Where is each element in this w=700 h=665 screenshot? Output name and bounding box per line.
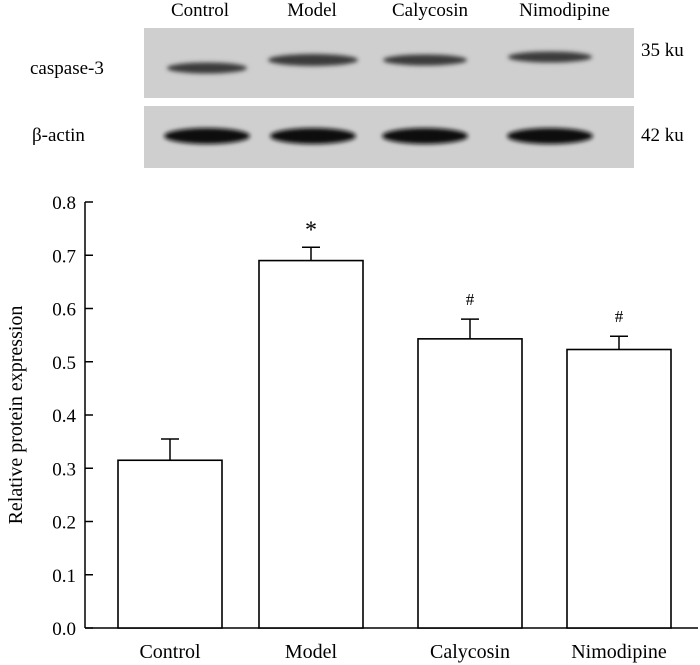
y-tick-label: 0.4 — [52, 406, 76, 427]
significance-marker: * — [305, 217, 317, 243]
bar-nimodipine — [566, 348, 672, 629]
actin-band-1 — [164, 128, 250, 144]
x-tick-label: Model — [285, 641, 338, 663]
blot-bands — [164, 51, 593, 144]
lane-label-control: Control — [170, 0, 230, 21]
lane-label-model: Model — [287, 0, 337, 21]
caspase3-band-3 — [383, 54, 467, 66]
actin-band-2 — [270, 128, 356, 144]
lane-label-nimodipine: Nimodipine — [519, 0, 610, 21]
lane-label-calycosin: Calycosin — [392, 0, 468, 21]
bar-control — [117, 459, 223, 629]
x-tick-label: Calycosin — [430, 641, 510, 663]
y-tick-label: 0.2 — [52, 513, 76, 534]
y-tick-label: 0.3 — [52, 459, 76, 480]
caspase3-band-2 — [268, 54, 358, 66]
caspase3-band-4 — [508, 51, 592, 63]
blot-size-caspase3: 35 ku — [641, 40, 684, 61]
actin-band-4 — [507, 128, 593, 144]
y-tick-label: 0.1 — [52, 566, 76, 587]
y-tick-label: 0.8 — [52, 193, 76, 214]
bar-calycosin — [417, 338, 523, 629]
significance-marker: # — [615, 307, 624, 326]
significance-marker: # — [466, 290, 475, 309]
y-tick-label: 0.7 — [52, 246, 76, 267]
y-tick-label: 0.0 — [52, 619, 76, 640]
y-tick-label: 0.5 — [52, 353, 76, 374]
x-tick-label: Nimodipine — [571, 641, 667, 663]
y-tick-label: 0.6 — [52, 300, 76, 321]
y-axis-label: Relative protein expression — [5, 306, 27, 525]
bar-model — [258, 259, 364, 629]
caspase3-band-1 — [167, 62, 247, 74]
x-tick-label: Control — [139, 641, 201, 663]
actin-band-3 — [382, 128, 468, 144]
blot-row-label-actin: β-actin — [32, 125, 85, 146]
blot-size-actin: 42 ku — [641, 125, 684, 146]
blot-panel-caspase3 — [144, 28, 634, 98]
blot-row-label-caspase3: caspase-3 — [30, 58, 104, 79]
